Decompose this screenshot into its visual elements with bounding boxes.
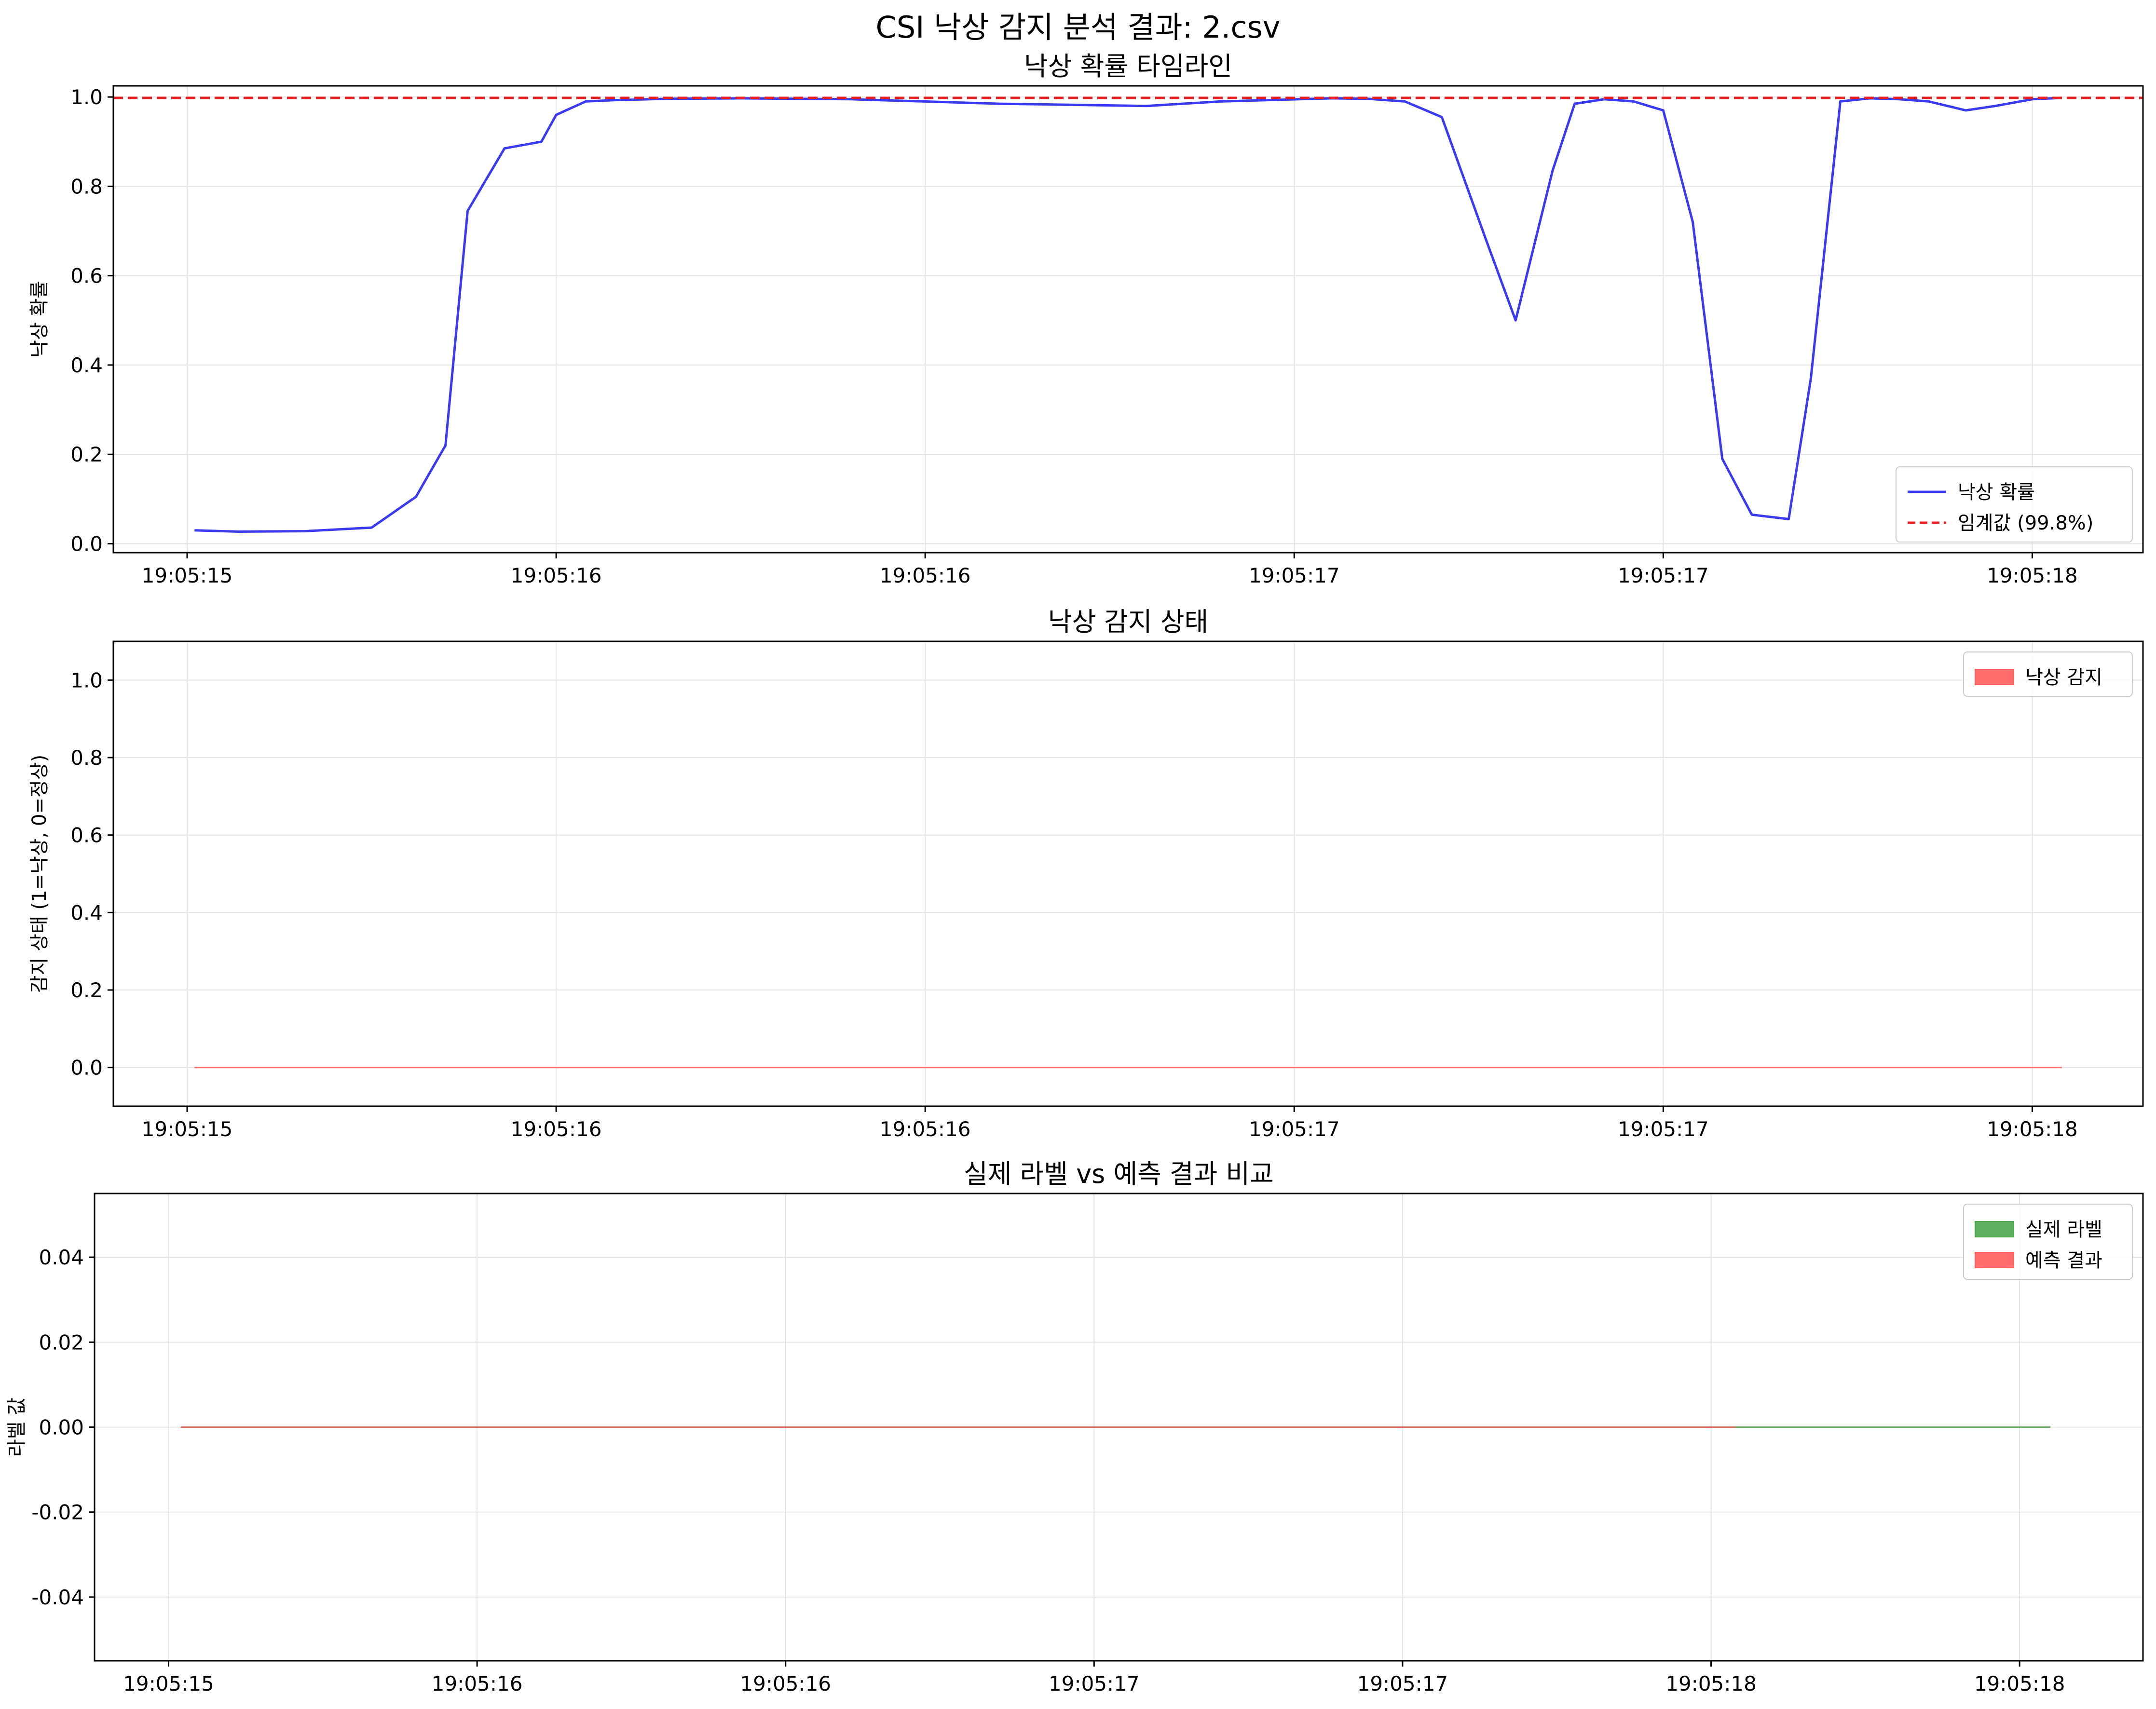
- legend: 낙상 감지: [1963, 651, 2133, 697]
- x-tick-label: 19:05:17: [1357, 1672, 1448, 1695]
- y-tick-label: 0.6: [70, 264, 103, 288]
- y-tick-label: 1.0: [70, 85, 103, 109]
- y-tick-label: 0.00: [39, 1416, 84, 1439]
- y-tick-label: 0.02: [39, 1330, 84, 1354]
- x-tick-label: 19:05:17: [1049, 1672, 1140, 1695]
- legend-box: [1896, 466, 2133, 543]
- chart-2: 낙상 감지 상태 19:05:15 19:05:16 19:05:16 19:05:17…: [28, 607, 2144, 1141]
- y-tick-label: 0.6: [70, 824, 103, 847]
- x-tick-label: 19:05:17: [1618, 564, 1709, 587]
- x-tick-label: 19:05:15: [142, 564, 233, 587]
- figure-title: CSI 낙상 감지 분석 결과: 2.csv: [876, 10, 1281, 45]
- y-tick-label: -0.02: [31, 1501, 84, 1524]
- y-tick-label: 0.4: [70, 901, 103, 924]
- legend-swatch: [1975, 1252, 2014, 1268]
- y-tick-label: 0.4: [70, 353, 103, 377]
- y-tick-label: -0.04: [31, 1586, 84, 1609]
- x-tick-label: 19:05:18: [1987, 564, 2078, 587]
- chart-3: 실제 라벨 vs 예측 결과 비교 19:05:15 19:05:16 19:05:1…: [6, 1159, 2144, 1695]
- y-axis-label: 라벨 값: [6, 1397, 28, 1457]
- legend-label: 낙상 감지: [2025, 666, 2102, 689]
- x-tick-label: 19:05:15: [123, 1672, 214, 1695]
- x-tick-label: 19:05:16: [880, 564, 971, 587]
- x-tick-label: 19:05:18: [1665, 1672, 1757, 1695]
- plot-title: 실제 라벨 vs 예측 결과 비교: [964, 1159, 1274, 1189]
- y-tick-label: 0.0: [70, 1056, 103, 1080]
- plot-title: 낙상 감지 상태: [1048, 607, 1208, 637]
- axes-frame: [112, 640, 2144, 1107]
- y-axis-label: 감지 상태 (1=낙상, 0=정상): [28, 755, 51, 993]
- legend-swatch: [1975, 669, 2014, 685]
- legend-label: 예측 결과: [2025, 1249, 2102, 1272]
- y-tick-label: 0.0: [70, 532, 103, 556]
- y-tick-label: 0.2: [70, 443, 103, 466]
- x-tick-label: 19:05:16: [740, 1672, 831, 1695]
- x-tick-label: 19:05:17: [1249, 564, 1340, 587]
- y-tick-label: 0.8: [70, 175, 103, 198]
- x-tick-label: 19:05:17: [1618, 1117, 1709, 1141]
- legend-label: 낙상 확률: [1958, 481, 2035, 503]
- y-tick-label: 0.2: [70, 978, 103, 1002]
- legend-label: 실제 라벨: [2025, 1219, 2102, 1241]
- grid: [113, 86, 2143, 553]
- series-line-1: [194, 96, 2062, 533]
- y-tick-label: 0.04: [39, 1246, 84, 1269]
- y-axis-label: 낙상 확률: [28, 281, 51, 358]
- legend-label: 임계값 (99.8%): [1958, 512, 2093, 534]
- x-tick-label: 19:05:16: [511, 1117, 602, 1141]
- x-tick-label: 19:05:15: [142, 1117, 233, 1141]
- x-tick-label: 19:05:16: [880, 1117, 971, 1141]
- x-tick-label: 19:05:18: [1974, 1672, 2065, 1695]
- x-tick-label: 19:05:16: [511, 564, 602, 587]
- y-tick-label: 1.0: [70, 668, 103, 692]
- axes-frame: [112, 85, 2144, 554]
- legend-swatch: [1975, 1221, 2014, 1237]
- grid: [113, 641, 2143, 1106]
- y-tick-label: 0.8: [70, 746, 103, 770]
- charts-container: 낙상 확률 타임라인 19:05:15 19:05:16 19:05:16 19:05:…: [6, 51, 2144, 1695]
- x-tick-label: 19:05:16: [432, 1672, 523, 1695]
- chart-1: 낙상 확률 타임라인 19:05:15 19:05:16 19:05:16 19:05:…: [28, 51, 2144, 587]
- x-tick-label: 19:05:17: [1249, 1117, 1340, 1141]
- x-tick-label: 19:05:18: [1987, 1117, 2078, 1141]
- plot-title: 낙상 확률 타임라인: [1024, 51, 1232, 81]
